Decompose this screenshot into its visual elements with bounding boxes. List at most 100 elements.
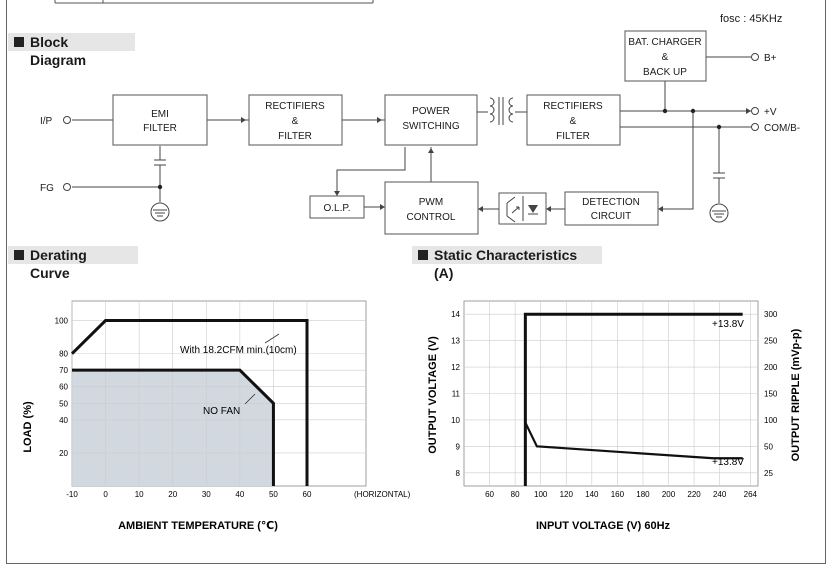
block-label: FILTER [278,131,312,142]
fosc-label: fosc : 45KHz [720,13,783,25]
rectifiers-filter-2-block: RECTIFIERS & FILTER [526,94,621,146]
block-label: BAT. CHARGER [628,37,701,48]
power-switching-block: POWER SWITCHING [384,94,478,146]
block-label: & [570,116,577,127]
battery-charger-block: BAT. CHARGER & BACK UP [624,30,707,82]
x-tick-label: 20 [168,490,177,499]
x-tick-label: 100 [534,490,548,499]
y-tick-label: 14 [451,310,460,319]
com-terminal-icon [751,123,759,131]
rectifiers-filter-1-block: RECTIFIERS & FILTER [248,94,343,146]
y2-tick-label: 50 [764,442,773,451]
x-axis-label: AMBIENT TEMPERATURE (℃) [118,520,278,532]
upper-series-label: +13.8V [712,319,744,330]
y-tick-label: 11 [452,390,461,399]
fan-series-line [70,319,309,486]
block-label: O.L.P. [323,203,350,214]
y-tick-label: 60 [59,383,68,392]
y-tick-label: 40 [59,416,68,425]
y2-tick-label: 300 [764,310,778,319]
block-label: POWER [412,106,450,117]
y-tick-label: 80 [59,350,68,359]
bplus-label: B+ [764,53,777,64]
y2-axis-label: OUTPUT RIPPLE (mVp-p) [790,328,802,461]
olp-block: O.L.P. [309,195,365,219]
transformer-icon [489,97,514,125]
y-tick-label: 20 [59,449,68,458]
nofan-series-line [72,368,275,486]
block-label: FILTER [143,123,177,134]
x-tick-label: 180 [636,490,650,499]
block-label: PWM [419,197,443,208]
x-axis-suffix: (HORIZONTAL) [354,490,411,499]
block-label: BACK UP [643,67,687,78]
block-label: CONTROL [407,212,456,223]
y2-tick-label: 200 [764,363,778,372]
y-tick-label: 13 [451,337,460,346]
x-axis-label: INPUT VOLTAGE (V) 60Hz [536,520,671,532]
fan-series-label: With 18.2CFM min.(10cm) [180,345,297,356]
fg-label: FG [40,183,54,194]
x-tick-label: 200 [662,490,676,499]
lower-series-label: +13.8V [712,457,744,468]
y-tick-label: 12 [451,363,460,372]
block-label: CIRCUIT [591,211,632,222]
y-tick-label: 50 [59,399,68,408]
block-label: FILTER [556,131,590,142]
block-label: EMI [151,109,169,120]
block-label: DETECTION [582,197,640,208]
x-tick-label: 60 [485,490,494,499]
y-axis-label: LOAD (%) [22,401,34,453]
bplus-terminal-icon [751,53,759,61]
block-label: RECTIFIERS [543,101,603,112]
output-voltage-line [523,312,743,486]
y2-tick-label: 250 [764,337,778,346]
x-tick-label: 50 [269,490,278,499]
optocoupler-icon [498,192,547,225]
nofan-series-label: NO FAN [203,406,240,417]
document-frame [6,0,826,564]
block-label: SWITCHING [402,121,459,132]
x-tick-label: 264 [744,490,758,499]
output-ripple-line [524,422,743,460]
y2-tick-label: 25 [764,469,773,478]
ip-terminal-icon [63,116,71,124]
derating-curve-title: Derating Curve [8,246,138,281]
y-tick-label: 70 [59,366,68,375]
y-axis-label: OUTPUT VOLTAGE (V) [427,336,439,454]
x-tick-label: 80 [511,490,520,499]
ground-icon [150,202,170,222]
vplus-terminal-icon [751,107,759,115]
x-tick-label: -10 [66,490,78,499]
ip-label: I/P [40,116,53,127]
emi-filter-block: EMI FILTER [112,94,208,146]
y2-tick-label: 150 [764,390,778,399]
ground-icon [709,203,729,223]
vplus-label: +V [764,107,777,118]
detection-circuit-block: DETECTION CIRCUIT [564,191,659,226]
block-label: RECTIFIERS [265,101,325,112]
x-tick-label: 60 [303,490,312,499]
x-tick-label: 120 [560,490,574,499]
y-tick-label: 10 [451,416,460,425]
x-tick-label: 30 [202,490,211,499]
x-tick-label: 240 [713,490,727,499]
fg-terminal-icon [63,183,71,191]
y-tick-label: 8 [456,469,461,478]
block-label: & [662,52,669,63]
static-characteristics-title: Static Characteristics (A) [412,246,602,281]
x-tick-label: 40 [235,490,244,499]
pwm-control-block: PWM CONTROL [384,181,479,235]
com-label: COM/B- [764,123,800,134]
y2-tick-label: 100 [764,416,778,425]
x-tick-label: 160 [611,490,625,499]
x-tick-label: 140 [585,490,599,499]
y-tick-label: 100 [55,317,69,326]
x-tick-label: 0 [103,490,108,499]
x-tick-label: 10 [135,490,144,499]
x-tick-label: 220 [687,490,701,499]
y-tick-label: 9 [456,442,461,451]
